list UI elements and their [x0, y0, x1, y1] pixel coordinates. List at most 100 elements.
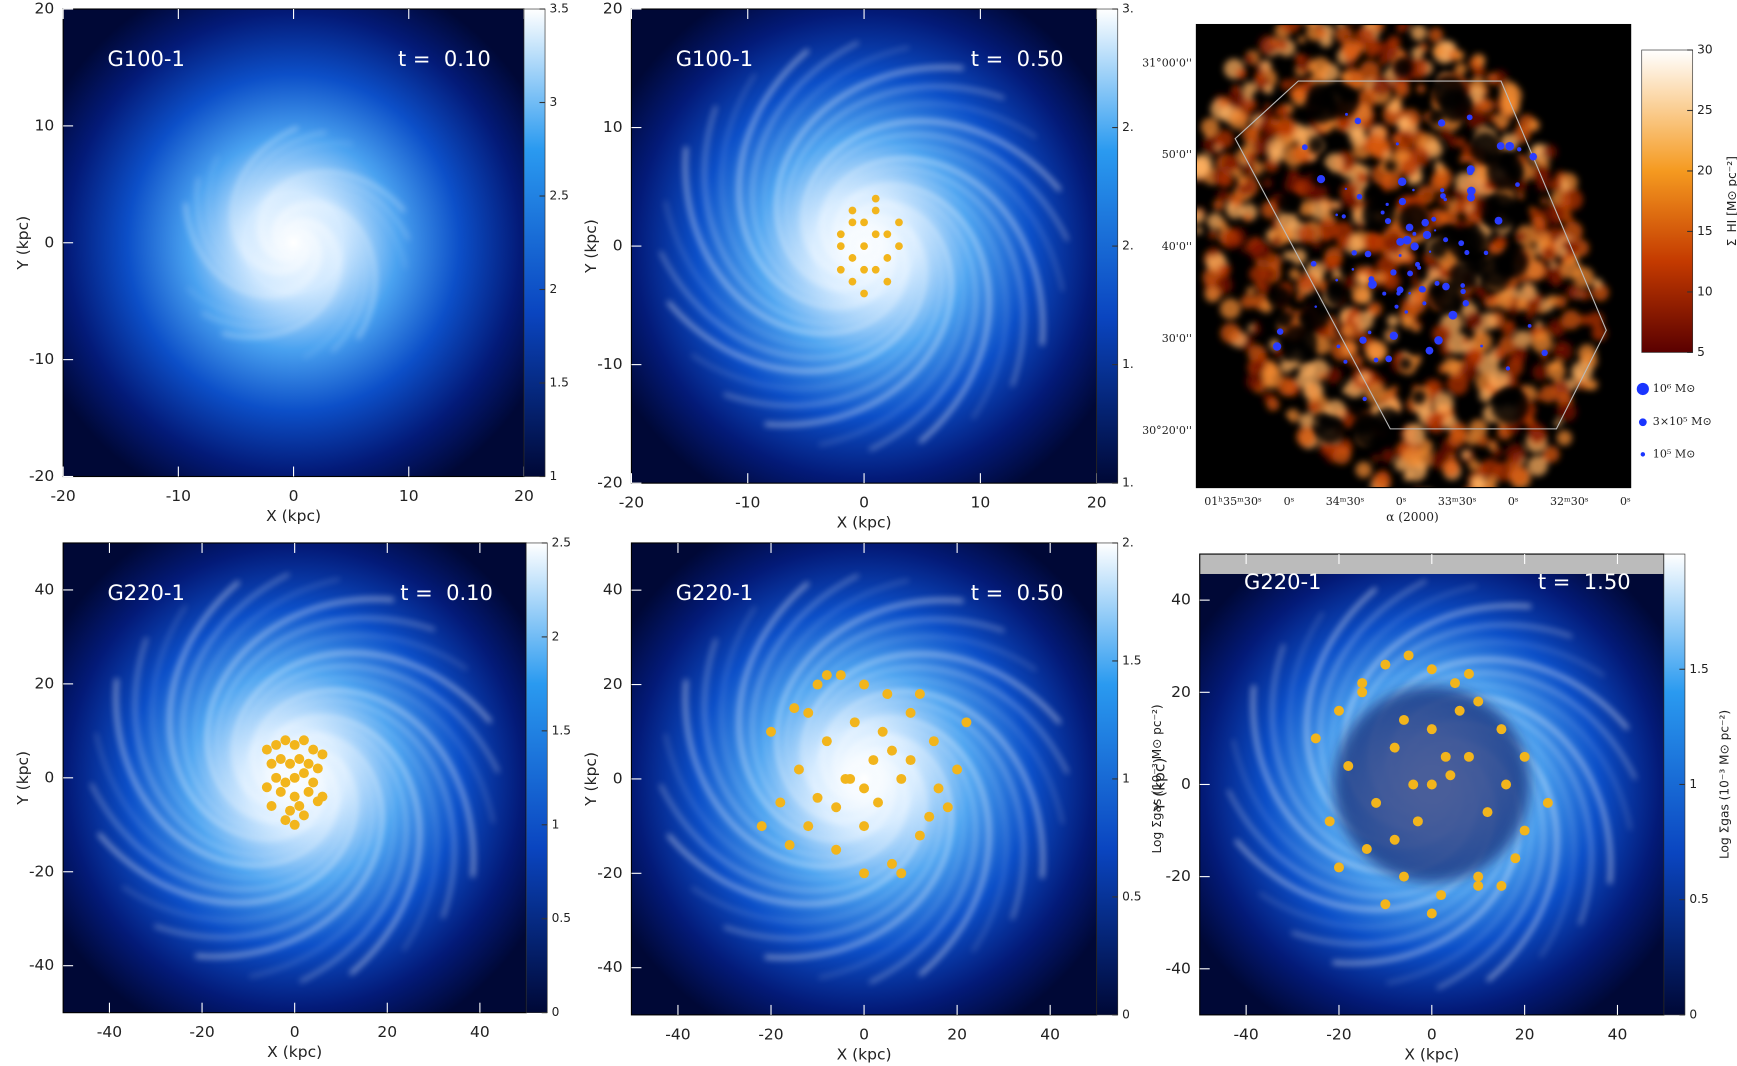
cluster-point	[849, 254, 857, 262]
hi-blob	[1494, 347, 1507, 360]
colorbar	[1642, 50, 1693, 352]
x-tick-label: 0	[859, 494, 869, 512]
hi-blob	[1501, 98, 1519, 116]
hi-blob	[1526, 313, 1534, 321]
x-axis-label: α (2000)	[1386, 510, 1439, 524]
hi-blob	[1347, 13, 1358, 24]
hi-blob	[1296, 426, 1316, 446]
cluster-point	[794, 765, 804, 775]
hi-blob	[1227, 90, 1246, 109]
x-tick-label: 20	[1087, 494, 1107, 512]
y-tick-label: 10	[35, 116, 55, 134]
hi-blob	[1384, 151, 1392, 159]
cloud-marker	[1374, 358, 1379, 363]
hi-hole	[1270, 286, 1291, 307]
cluster-point	[887, 859, 897, 869]
cluster-point	[313, 796, 323, 806]
cloud-marker	[1420, 287, 1426, 293]
colorbar-label: Σ_HI [M⊙ pc⁻²]	[1725, 156, 1737, 246]
cloud-marker	[1515, 182, 1520, 187]
cluster-point	[837, 242, 845, 250]
hi-blob	[1587, 379, 1598, 390]
cloud-marker	[1426, 347, 1434, 355]
x-tick-label: 20	[377, 1023, 397, 1041]
cloud-marker	[1460, 283, 1465, 288]
hi-blob	[1480, 98, 1494, 112]
cluster-point	[860, 290, 868, 298]
cluster-point	[285, 806, 295, 816]
cloud-marker	[1369, 277, 1374, 282]
hi-blob	[1264, 85, 1273, 94]
hi-blob	[1269, 256, 1276, 263]
hi-blob	[1342, 387, 1349, 394]
hi-blob	[1190, 209, 1205, 224]
hi-blob	[1288, 168, 1299, 179]
hi-blob	[1428, 268, 1441, 281]
cluster-point	[267, 759, 277, 769]
cluster-point	[280, 735, 290, 745]
density-map	[631, 9, 1096, 483]
cluster-point	[952, 765, 962, 775]
cluster-point	[1399, 715, 1409, 725]
x-axis-label: X (kpc)	[837, 1045, 892, 1063]
hi-blob	[1397, 24, 1405, 32]
colorbar-tick-label: 2	[549, 282, 557, 296]
hi-blob	[1357, 221, 1365, 229]
colorbar-tick-label: 5	[1697, 345, 1705, 359]
dec-label: 40'0''	[1162, 240, 1192, 253]
hi-blob	[1489, 370, 1510, 391]
hi-blob	[1304, 11, 1318, 25]
hi-blob	[1552, 360, 1562, 370]
cloud-marker	[1345, 113, 1348, 116]
hi-blob	[1372, 454, 1380, 462]
hi-blob	[1469, 58, 1481, 70]
ra-label: 0ˢ	[1396, 495, 1407, 508]
hi-blob	[1381, 449, 1395, 463]
hi-blob	[1372, 472, 1391, 491]
cloud-marker	[1311, 261, 1317, 267]
hi-blob	[1277, 377, 1296, 396]
hi-blob	[1215, 130, 1234, 149]
hi-blob	[1394, 82, 1409, 97]
hi-blob	[1387, 315, 1399, 327]
hi-blob	[1412, 278, 1420, 286]
cluster-point	[1450, 678, 1460, 688]
hi-blob	[1543, 248, 1554, 259]
hi-blob	[1557, 430, 1572, 445]
hi-hole	[1393, 57, 1412, 76]
x-tick-label: -20	[50, 487, 75, 505]
hi-blob	[1246, 372, 1264, 390]
figure: -20-1001020-20-1001020X (kpc)Y (kpc)G100…	[0, 0, 1737, 1066]
panel	[1200, 554, 1664, 1015]
cluster-point	[1473, 881, 1483, 891]
ra-label: 34ᵐ30ˢ	[1326, 495, 1365, 508]
cluster-point	[1371, 798, 1381, 808]
colorbar-tick-label: 3.	[1122, 2, 1134, 16]
cloud-marker	[1386, 203, 1389, 206]
hi-blob	[1401, 315, 1409, 323]
cloud-marker	[1345, 188, 1347, 190]
cluster-point	[872, 266, 880, 274]
cloud-marker	[1480, 345, 1483, 348]
hi-blob	[1237, 176, 1246, 185]
hi-blob	[1552, 327, 1561, 336]
x-tick-label: -20	[189, 1023, 214, 1041]
cloud-marker	[1352, 250, 1357, 255]
hi-blob	[1301, 176, 1309, 184]
cluster-point	[961, 717, 971, 727]
hi-blob	[1505, 443, 1525, 463]
colorbar	[526, 543, 547, 1013]
cloud-marker	[1467, 187, 1476, 196]
cluster-point	[873, 798, 883, 808]
y-tick-label: 20	[603, 0, 623, 18]
hi-blob	[1565, 240, 1581, 256]
cluster-point	[1408, 779, 1418, 789]
y-tick-label: 0	[613, 237, 623, 255]
hi-blob	[1309, 10, 1325, 26]
hi-blob	[1416, 84, 1425, 93]
y-tick-label: 10	[603, 118, 623, 136]
hi-blob	[1544, 203, 1566, 225]
hi-blob	[1551, 276, 1562, 287]
colorbar-tick-label: 2.	[1122, 239, 1134, 253]
cluster-point	[895, 242, 903, 250]
